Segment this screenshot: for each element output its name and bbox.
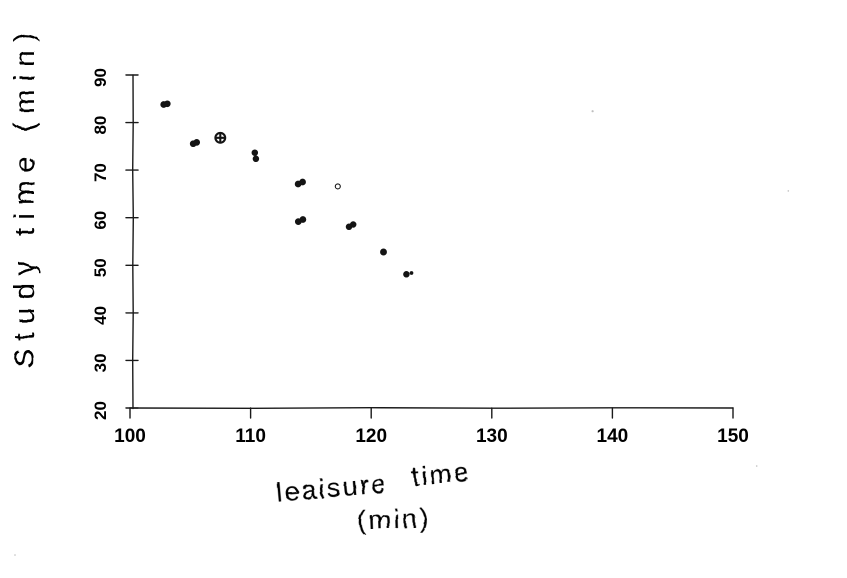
svg-text:90: 90 bbox=[91, 68, 110, 87]
svg-text:110: 110 bbox=[235, 426, 266, 447]
svg-text:140: 140 bbox=[597, 426, 629, 447]
svg-text:Study time (min): Study time (min) bbox=[9, 24, 41, 368]
svg-text:130: 130 bbox=[476, 426, 508, 447]
svg-text:30: 30 bbox=[91, 353, 110, 372]
svg-text:(min): (min) bbox=[356, 503, 431, 536]
svg-text:60: 60 bbox=[91, 211, 110, 230]
svg-text:50: 50 bbox=[91, 258, 110, 277]
svg-text:20: 20 bbox=[91, 401, 110, 420]
svg-text:40: 40 bbox=[91, 306, 110, 325]
svg-text:70: 70 bbox=[91, 163, 110, 182]
svg-text:120: 120 bbox=[355, 426, 387, 447]
svg-text:80: 80 bbox=[91, 116, 110, 135]
svg-text:150: 150 bbox=[717, 426, 749, 447]
svg-text:100: 100 bbox=[114, 426, 146, 447]
